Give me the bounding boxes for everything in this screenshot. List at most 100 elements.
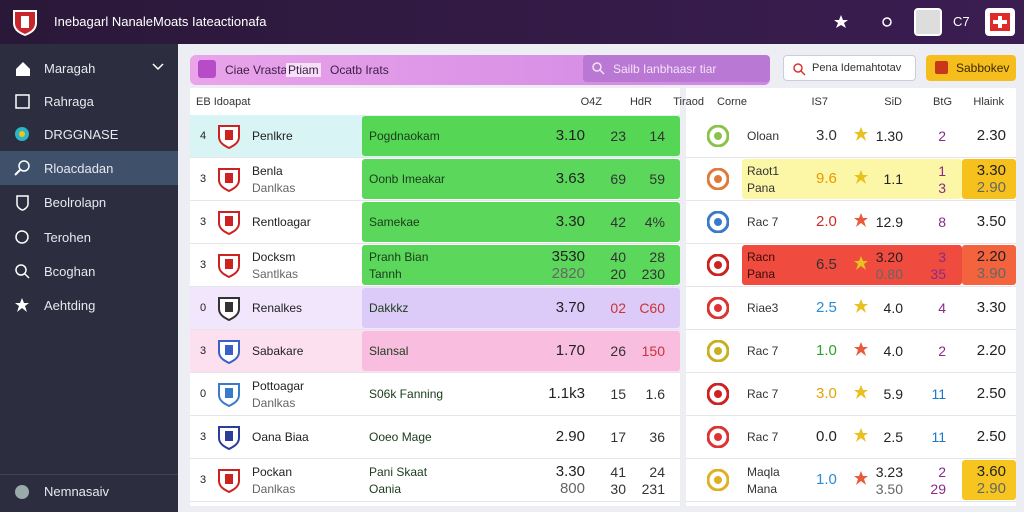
highlight-cell — [362, 288, 680, 328]
cell-label: Dakkkz — [369, 301, 409, 315]
nav-item[interactable]: Beolrolapn — [0, 185, 178, 219]
team-crest — [218, 297, 240, 321]
nav-item[interactable]: Nemnasaiv — [0, 474, 178, 508]
odds: 1 — [938, 163, 946, 179]
app-subtitle: Moats Iateactionafa — [153, 14, 267, 29]
table-row[interactable]: Maqla Mana 1.0 3.23 3.50 2 29 3.60 2.90 — [686, 459, 1016, 502]
row-label: Mana — [747, 482, 778, 496]
nav-item[interactable]: Terohen — [0, 220, 178, 254]
odds: 30 — [610, 481, 626, 497]
club-badge — [707, 254, 729, 276]
odds: 9.6 — [816, 170, 837, 187]
logo — [13, 10, 37, 36]
odds: 3.10 — [555, 127, 585, 144]
odds: 3.30 — [555, 213, 585, 230]
menu-button[interactable] — [985, 8, 1015, 36]
tab[interactable]: Ciae Vrasta — [225, 63, 288, 77]
odds: 2.5 — [883, 429, 903, 445]
table-row[interactable]: 4 Penlkre Pogdnaokam 3.10 23 14 — [190, 115, 680, 158]
table-row[interactable]: Raot1 Pana 9.6 1.1 1 3 3.30 2.90 — [686, 158, 1016, 201]
nav-label: Rahraga — [44, 93, 94, 109]
odds: 40 — [610, 249, 626, 265]
team-name: Renalkes — [252, 301, 303, 315]
table-row[interactable]: 3 Rentloagar Samekae 3.30 42 4% — [190, 201, 680, 244]
table-row[interactable]: 0 Pottoagar Danlkas S06k Fanning 1.1k3 15 1.6 — [190, 373, 680, 416]
nav-item[interactable]: Rahraga — [0, 84, 178, 118]
odds: 2.90 — [555, 428, 585, 445]
odds: 231 — [641, 481, 665, 497]
tab[interactable]: Ptiam — [286, 63, 321, 77]
club-badge — [707, 340, 729, 362]
nav-item[interactable]: DRGGNASE — [0, 117, 178, 151]
table-row[interactable]: 3 Oana Biaa Ooeo Mage 2.90 17 36 — [190, 416, 680, 459]
row-label: Pana — [747, 181, 776, 195]
team-name: Oana Biaa — [252, 430, 309, 444]
cell-label: Pogdnaokam — [369, 129, 440, 143]
odds: 1.30 — [875, 128, 903, 144]
odds: 29 — [930, 481, 946, 497]
table-row[interactable]: Rac 7 1.0 4.0 2 2.20 — [686, 330, 1016, 373]
odds: 20 — [610, 266, 626, 282]
table-row[interactable]: Riae3 2.5 4.0 4 3.30 — [686, 287, 1016, 330]
team-name: Penlkre — [252, 129, 293, 143]
top-icons[interactable] — [834, 14, 894, 30]
odds: 4% — [644, 214, 665, 230]
table-row[interactable]: 3 Benla Danlkas Oonb Imeakar 3.63 69 59 — [190, 158, 680, 201]
tab[interactable]: Ocatb Irats — [330, 63, 389, 77]
club-badge — [707, 426, 729, 448]
club-badge — [707, 211, 729, 233]
odds: 11 — [931, 386, 946, 402]
odds: 3530 — [551, 248, 585, 265]
odds: 1.1k3 — [548, 385, 585, 402]
table-row[interactable]: Racn Pana 6.5 3.20 0.80 3 35 2.20 3.90 — [686, 244, 1016, 287]
table-row[interactable]: 3 Pockan Danlkas Pani Skaat Oania 3.30 800 41 30… — [190, 459, 680, 502]
table-row[interactable]: 3 Docksm Santlkas Pranh Bian Tannh 3530 2820 40… — [190, 244, 680, 287]
odds: 1.1 — [883, 171, 903, 187]
highlight-cell — [362, 374, 680, 414]
row-label: Rac 7 — [747, 215, 779, 229]
odds: 59 — [649, 171, 665, 187]
action-button[interactable]: Sabbokev — [926, 55, 1016, 81]
odds: 3.23 — [875, 464, 903, 480]
odds: 6.5 — [816, 256, 837, 273]
team-name: Danlkas — [252, 482, 296, 496]
nav-item[interactable]: Bcoghan — [0, 254, 178, 288]
nav-label: Beolrolapn — [44, 194, 107, 210]
cell-label: Ooeo Mage — [369, 430, 432, 444]
search-box[interactable]: Sailb Ianbhaasr tiar — [583, 55, 770, 82]
table-row[interactable]: 0 Renalkes Dakkkz 3.70 02 C60 — [190, 287, 680, 330]
row-label: Rac 7 — [747, 387, 779, 401]
nav-item[interactable]: Maragah — [0, 51, 178, 85]
team-name: Docksm — [252, 250, 296, 264]
odds: 2.20 — [976, 248, 1006, 265]
highlight-cell — [362, 116, 680, 156]
nav-label: Aehtding — [44, 297, 96, 313]
search-placeholder: Sailb Ianbhaasr tiar — [613, 62, 717, 76]
team-crest — [218, 254, 240, 278]
odds: 3 — [938, 180, 946, 196]
avatar[interactable] — [914, 8, 942, 36]
nav-item[interactable]: Aehtding — [0, 288, 178, 322]
column-header: Hlaink — [973, 96, 1004, 108]
table-row[interactable]: Rac 7 0.0 2.5 11 2.50 — [686, 416, 1016, 459]
cell-label: Pranh Bian — [369, 250, 429, 264]
odds: 2 — [938, 343, 946, 359]
odds: 3.30 — [976, 299, 1006, 316]
club-badge — [707, 383, 729, 405]
odds: 3.50 — [976, 213, 1006, 230]
odds: 2.20 — [976, 342, 1006, 359]
nav-item[interactable]: Rloacdadan — [0, 151, 178, 185]
nav-label: DRGGNASE — [44, 126, 119, 142]
odds: 35 — [930, 266, 946, 282]
column-header: BtG — [933, 96, 952, 108]
odds: 3.63 — [555, 170, 585, 187]
odds: 1.0 — [816, 342, 837, 359]
filter-input[interactable]: Pena Idemahtotav — [783, 55, 916, 81]
table-row[interactable]: Oloan 3.0 1.30 2 2.30 — [686, 115, 1016, 158]
table-row[interactable]: Rac 7 3.0 5.9 11 2.50 — [686, 373, 1016, 416]
table-row[interactable]: Rac 7 2.0 12.9 8 3.50 — [686, 201, 1016, 244]
user-label[interactable]: C7 — [953, 14, 970, 29]
odds: 11 — [931, 429, 946, 445]
table-row[interactable]: 3 Sabakare Slansal 1.70 26 150 — [190, 330, 680, 373]
